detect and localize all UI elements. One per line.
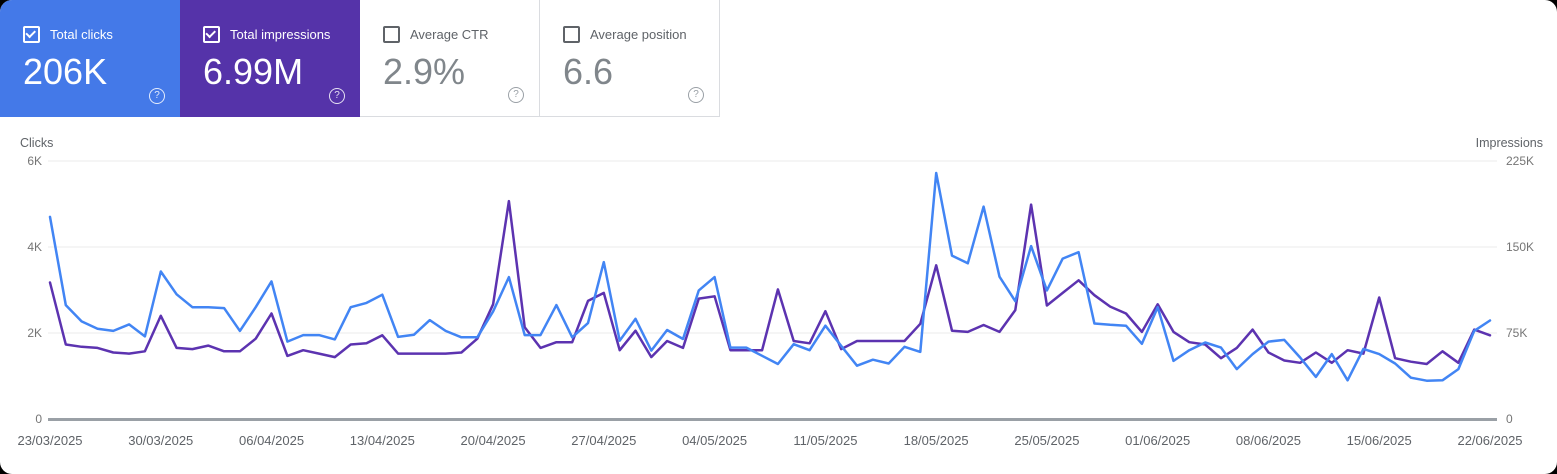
x-axis-date-label: 13/04/2025 [349, 433, 415, 448]
left-axis-tick: 2K [27, 326, 42, 340]
help-icon[interactable]: ? [508, 87, 524, 103]
impressions-line [48, 199, 1492, 366]
checkbox-checked-icon[interactable] [203, 26, 220, 43]
metric-cards: Total clicks 206K ? Total impressions 6.… [0, 0, 720, 117]
card-average-ctr[interactable]: Average CTR 2.9% ? [360, 0, 540, 117]
x-axis-date-label: 01/06/2025 [1125, 433, 1191, 448]
clicks-line [48, 171, 1492, 382]
left-axis-title: Clicks [20, 136, 54, 150]
x-axis-date-label: 04/05/2025 [682, 433, 748, 448]
card-average-position[interactable]: Average position 6.6 ? [540, 0, 720, 117]
right-axis-tick: 225K [1506, 154, 1535, 168]
total-clicks-value: 206K [23, 51, 108, 92]
x-axis-date-label: 15/06/2025 [1346, 433, 1412, 448]
average-position-value: 6.6 [563, 51, 614, 92]
x-axis-date-label: 25/05/2025 [1014, 433, 1080, 448]
x-axis-date-label: 20/04/2025 [460, 433, 526, 448]
x-axis-date-label: 22/06/2025 [1457, 433, 1523, 448]
card-label: Average CTR [410, 27, 489, 42]
x-axis-date-label: 30/03/2025 [128, 433, 194, 448]
help-icon[interactable]: ? [688, 87, 704, 103]
right-axis-tick: 150K [1506, 240, 1535, 254]
card-label: Average position [590, 27, 687, 42]
left-axis-tick: 0 [35, 412, 42, 426]
x-axis-date-label: 08/06/2025 [1235, 433, 1301, 448]
left-axis-tick: 6K [27, 154, 42, 168]
checkbox-unchecked-icon[interactable] [563, 26, 580, 43]
total-impressions-value: 6.99M [203, 51, 304, 92]
x-axis-date-label: 06/04/2025 [238, 433, 305, 448]
card-label: Total impressions [230, 27, 331, 42]
help-icon[interactable]: ? [329, 88, 345, 104]
x-axis-date-label: 27/04/2025 [571, 433, 637, 448]
help-icon[interactable]: ? [149, 88, 165, 104]
right-axis-tick: 0 [1506, 412, 1513, 426]
right-axis-tick: 75K [1506, 326, 1528, 340]
x-axis-date-label: 18/05/2025 [903, 433, 969, 448]
card-total-impressions[interactable]: Total impressions 6.99M ? [180, 0, 360, 117]
right-axis-title: Impressions [1475, 136, 1543, 150]
card-label: Total clicks [50, 27, 113, 42]
checkbox-unchecked-icon[interactable] [383, 26, 400, 43]
average-ctr-value: 2.9% [383, 51, 466, 92]
x-axis-date-label: 11/05/2025 [793, 433, 858, 448]
card-total-clicks[interactable]: Total clicks 206K ? [0, 0, 180, 117]
left-axis-tick: 4K [27, 240, 42, 254]
checkbox-checked-icon[interactable] [23, 26, 40, 43]
x-axis-date-label: 23/03/2025 [17, 433, 83, 448]
